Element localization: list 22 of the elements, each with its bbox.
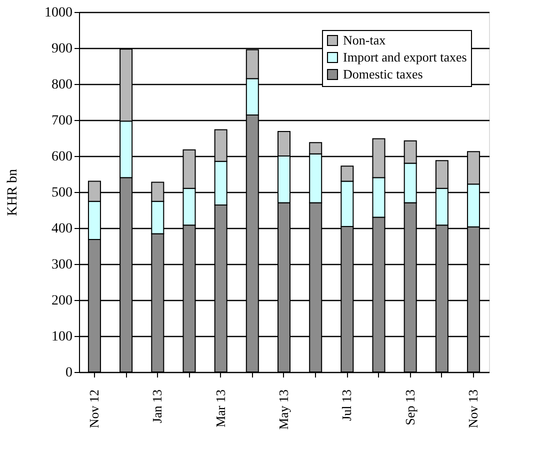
y-tick-label: 700 bbox=[52, 114, 72, 128]
y-tick-label: 500 bbox=[52, 186, 72, 200]
legend-label: Domestic taxes bbox=[343, 66, 423, 82]
y-tick-label: 1000 bbox=[44, 6, 72, 20]
x-tick-label: Mar 13 bbox=[212, 390, 228, 428]
y-tick-label: 200 bbox=[52, 294, 72, 308]
y-tick-label: 100 bbox=[52, 330, 72, 344]
y-tick-label: 900 bbox=[52, 42, 72, 56]
x-tick-label: Jan 13 bbox=[150, 390, 165, 424]
y-tick-label: 300 bbox=[52, 258, 72, 272]
x-tick-label: Nov 12 bbox=[86, 390, 102, 428]
x-tick-label: Jul 13 bbox=[339, 390, 354, 421]
y-tick-label: 800 bbox=[52, 78, 72, 92]
legend-label: Import and export taxes bbox=[343, 50, 467, 64]
y-tick-label: 600 bbox=[52, 150, 72, 164]
y-tick-label: 0 bbox=[66, 366, 72, 380]
y-tick-label: 400 bbox=[52, 222, 72, 236]
y-axis-title: KHR bn bbox=[6, 168, 20, 216]
x-tick-label: May 13 bbox=[276, 390, 291, 430]
x-tick-label: Nov 13 bbox=[466, 390, 481, 428]
x-tick-label: Sep 13 bbox=[402, 390, 418, 426]
legend-label: Non-tax bbox=[343, 32, 386, 48]
